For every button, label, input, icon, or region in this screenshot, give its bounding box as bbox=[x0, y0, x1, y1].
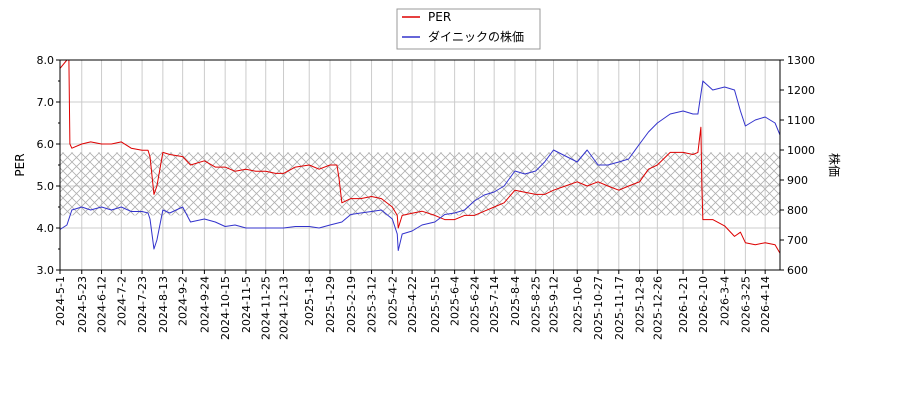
y-axis-left-title: PER bbox=[13, 153, 27, 176]
x-tick-label: 2025-4-2 bbox=[386, 276, 399, 326]
x-tick-label: 2026-4-14 bbox=[759, 276, 772, 333]
y-left-tick-label: 8.0 bbox=[37, 54, 55, 67]
x-tick-label: 2025-1-8 bbox=[303, 276, 316, 326]
y-left-tick-label: 3.0 bbox=[37, 264, 55, 277]
x-tick-label: 2026-3-25 bbox=[739, 276, 752, 333]
legend-label-per: PER bbox=[428, 10, 451, 24]
x-tick-label: 2024-7-2 bbox=[115, 276, 128, 326]
series-line-price bbox=[59, 80, 781, 251]
y-left-tick-label: 5.0 bbox=[37, 180, 55, 193]
y-right-tick-label: 1300 bbox=[787, 54, 815, 67]
x-tick-label: 2024-5-1 bbox=[54, 276, 67, 326]
y-right-tick-label: 600 bbox=[787, 264, 808, 277]
x-tick-label: 2024-6-12 bbox=[96, 276, 109, 333]
x-tick-label: 2025-10-27 bbox=[592, 276, 605, 340]
x-tick-label: 2025-7-14 bbox=[488, 276, 501, 333]
x-tick-label: 2024-8-13 bbox=[157, 276, 170, 333]
series-layer bbox=[59, 59, 781, 254]
x-tick-label: 2025-12-26 bbox=[651, 276, 664, 340]
y-right-tick-label: 1100 bbox=[787, 114, 815, 127]
y-left-tick-label: 6.0 bbox=[37, 138, 55, 151]
x-tick-label: 2025-5-15 bbox=[429, 276, 442, 333]
x-tick-label: 2025-1-29 bbox=[324, 276, 337, 333]
x-tick-label: 2026-1-21 bbox=[677, 276, 690, 333]
x-tick-label: 2025-9-12 bbox=[548, 276, 561, 333]
x-tick-label: 2025-3-12 bbox=[366, 276, 379, 333]
legend: PER ダイニックの株価 bbox=[396, 8, 541, 50]
x-tick-label: 2024-9-2 bbox=[177, 276, 190, 326]
range-band bbox=[60, 152, 780, 216]
x-tick-label: 2025-10-6 bbox=[571, 276, 584, 333]
legend-label-price: ダイニックの株価 bbox=[428, 29, 524, 44]
y-right-tick-label: 700 bbox=[787, 234, 808, 247]
y-right-tick-label: 1200 bbox=[787, 84, 815, 97]
x-tick-label: 2025-2-19 bbox=[345, 276, 358, 333]
x-tick-label: 2024-5-23 bbox=[76, 276, 89, 333]
y-axis-right-title: 株価 bbox=[827, 153, 842, 177]
y-right-tick-label: 800 bbox=[787, 204, 808, 217]
x-tick-label: 2024-11-25 bbox=[260, 276, 273, 340]
y-right-tick-label: 900 bbox=[787, 174, 808, 187]
x-tick-label: 2026-3-4 bbox=[719, 276, 732, 326]
legend-box bbox=[396, 8, 541, 50]
x-tick-label: 2024-12-13 bbox=[278, 276, 291, 340]
band-layer bbox=[60, 152, 780, 216]
x-tick-label: 2025-8-25 bbox=[530, 276, 543, 333]
x-tick-label: 2025-6-4 bbox=[449, 276, 462, 326]
x-tick-label: 2024-11-5 bbox=[240, 276, 253, 333]
x-tick-label: 2025-6-24 bbox=[468, 276, 481, 333]
x-tick-label: 2024-10-15 bbox=[219, 276, 232, 340]
x-tick-label: 2024-9-24 bbox=[198, 276, 211, 333]
x-tick-label: 2025-8-4 bbox=[509, 276, 522, 326]
y-left-tick-label: 7.0 bbox=[37, 96, 55, 109]
series-line-per bbox=[59, 59, 781, 254]
x-tick-label: 2025-11-17 bbox=[613, 276, 626, 340]
x-tick-label: 2025-4-22 bbox=[406, 276, 419, 333]
axis-layer: 2024-5-1 2024-5-23 2024-6-12 2024-7-2 2024-7… bbox=[37, 54, 816, 340]
y-left-tick-label: 4.0 bbox=[37, 222, 55, 235]
x-tick-label: 2026-2-10 bbox=[697, 276, 710, 333]
x-tick-label: 2024-7-23 bbox=[136, 276, 149, 333]
y-right-tick-label: 1000 bbox=[787, 144, 815, 157]
x-tick-label: 2025-12-8 bbox=[634, 276, 647, 333]
